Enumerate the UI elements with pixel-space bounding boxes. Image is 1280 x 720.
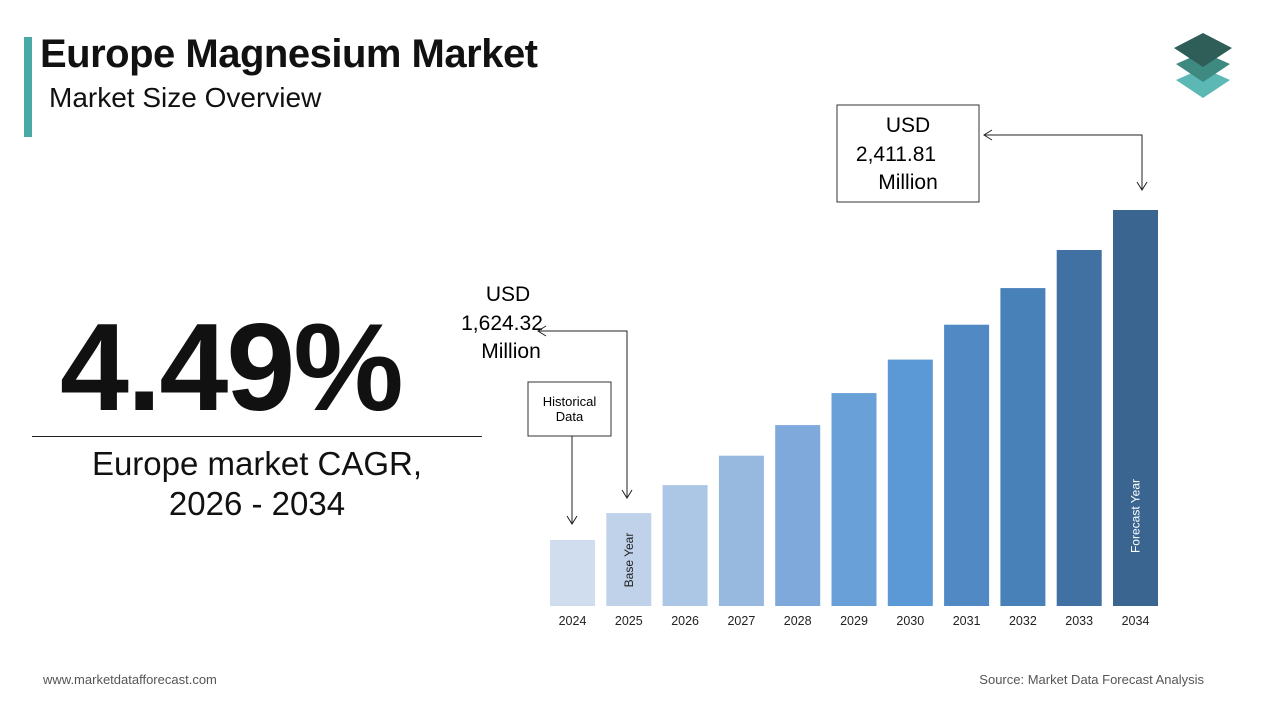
end-value-arrowhead-down	[1136, 181, 1148, 191]
historical-callout: Historical Data	[527, 381, 612, 525]
footer-website[interactable]: www.marketdatafforecast.com	[43, 672, 217, 687]
footer-source: Source: Market Data Forecast Analysis	[979, 672, 1204, 687]
x-tick-label-2025: 2025	[615, 614, 643, 628]
bar-label-2025: Base Year	[622, 533, 636, 588]
bars-layer	[550, 210, 1158, 606]
bar-label-2034: Forecast Year	[1129, 479, 1143, 553]
bar-2026	[662, 485, 708, 606]
bar-2032	[1000, 288, 1046, 606]
x-tick-label-2031: 2031	[953, 614, 981, 628]
end-value-arrowhead-left	[983, 129, 993, 141]
x-tick-label-2030: 2030	[896, 614, 924, 628]
bar-2024	[550, 540, 595, 606]
cagr-label-line1: Europe market CAGR,	[91, 445, 423, 482]
end-value-line3: Million	[878, 171, 938, 194]
x-tick-label-2026: 2026	[671, 614, 699, 628]
bar-2034	[1113, 210, 1158, 606]
start-value-line2: 1,624.32	[461, 312, 543, 335]
end-value-line2: 2,411.81	[856, 143, 936, 166]
x-tick-label-2029: 2029	[840, 614, 868, 628]
bar-2031	[944, 324, 990, 606]
cagr-value: 4.49%	[60, 299, 404, 437]
historical-arrowhead	[566, 515, 578, 525]
start-value-line1: USD	[486, 283, 530, 306]
title-accent-bar	[24, 37, 32, 137]
bar-2027	[718, 455, 764, 606]
end-value-box	[836, 104, 980, 203]
end-value-arrow	[984, 134, 1143, 190]
x-tick-label-2033: 2033	[1065, 614, 1093, 628]
bar-2029	[831, 393, 877, 606]
bar-2028	[775, 425, 821, 606]
bar-2025	[606, 513, 652, 606]
x-tick-label-2028: 2028	[784, 614, 812, 628]
page-title: Europe Magnesium Market	[40, 32, 538, 76]
start-value-arrowhead-down	[621, 489, 633, 499]
start-value-arrow	[538, 330, 628, 498]
cagr-label-line2: 2026 - 2034	[168, 485, 346, 522]
x-tick-label-2032: 2032	[1009, 614, 1037, 628]
historical-callout-box	[527, 381, 612, 437]
x-axis-labels: 2024 2025 2026 2027 2028 2029 2030 2031 2032 2033…	[559, 614, 1150, 628]
page-subtitle: Market Size Overview	[49, 82, 322, 113]
x-tick-label-2024: 2024	[559, 614, 587, 628]
bar-2033	[1056, 250, 1102, 606]
x-tick-label-2034: 2034	[1122, 614, 1150, 628]
bar-inner-labels: Base Year Forecast Year	[622, 479, 1143, 587]
historical-callout-line2: Data	[556, 409, 584, 424]
logo-layer-top	[1174, 33, 1232, 67]
cagr-divider	[32, 436, 482, 437]
start-value-line3: Million	[481, 340, 541, 363]
historical-callout-line1: Historical	[543, 394, 597, 409]
end-value-callout: USD 2,411.81 Million	[836, 104, 1148, 203]
logo-layer-bottom	[1176, 68, 1230, 98]
brand-logo-icon	[1174, 33, 1232, 98]
start-value-arrowhead-left	[537, 325, 547, 337]
cagr-label: Europe market CAGR, 2026 - 2034	[32, 444, 482, 524]
start-value-callout: USD 1,624.32 Million	[461, 283, 633, 499]
bar-2030	[887, 359, 933, 606]
end-value-line1: USD	[886, 114, 930, 137]
x-tick-label-2027: 2027	[727, 614, 755, 628]
